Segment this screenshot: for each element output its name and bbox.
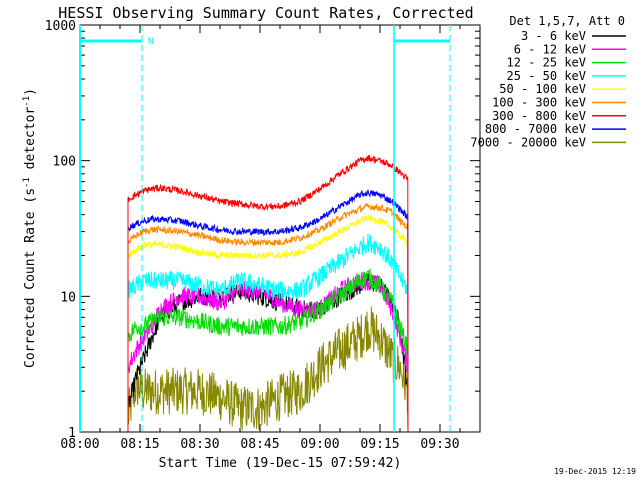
night-label: N: [148, 37, 153, 47]
legend-header: Det 1,5,7, Att 0: [509, 14, 625, 28]
legend-label: 12 - 25 keV: [507, 56, 586, 70]
x-tick-label: 09:15: [360, 437, 399, 452]
legend-label: 800 - 7000 keV: [485, 122, 586, 136]
legend-label: 50 - 100 keV: [499, 82, 586, 96]
y-axis-label-close: ): [23, 88, 38, 96]
legend-label: 25 - 50 keV: [507, 69, 586, 83]
x-tick-label: 08:00: [60, 437, 99, 452]
series-line-8: [127, 306, 409, 432]
y-axis-label-exp2: -1: [22, 96, 32, 107]
x-tick-label: 08:45: [240, 437, 279, 452]
annotations: N: [79, 25, 451, 432]
x-tick-label: 09:00: [300, 437, 339, 452]
y-axis-label-main: Corrected Count Rate (s: [23, 188, 38, 368]
legend-label: 100 - 300 keV: [492, 96, 586, 110]
y-tick-label: 10: [60, 290, 76, 305]
y-tick-label: 1: [68, 426, 76, 441]
series-line-6: [127, 155, 409, 432]
legend-label: 6 - 12 keV: [514, 42, 586, 56]
legend-label: 7000 - 20000 keV: [470, 135, 586, 149]
x-tick-label: 09:30: [420, 437, 459, 452]
y-axis-label: Corrected Count Rate (s-1 detector-1): [22, 88, 38, 368]
y-tick-label: 1000: [45, 19, 76, 34]
y-tick-label: 100: [53, 155, 76, 170]
chart-title: HESSI Observing Summary Count Rates, Cor…: [58, 4, 473, 22]
series-line-4: [127, 213, 409, 432]
series-line-2: [127, 268, 409, 432]
x-tick-label: 08:15: [120, 437, 159, 452]
legend-label: 3 - 6 keV: [521, 29, 586, 43]
series-line-5: [127, 202, 409, 432]
x-tick-label: 08:30: [180, 437, 219, 452]
footer-timestamp: 19-Dec-2015 12:19: [554, 467, 636, 476]
series-line-7: [127, 189, 409, 432]
y-axis-label-detector: detector: [23, 107, 38, 178]
legend-label: 300 - 800 keV: [492, 109, 586, 123]
y-axis-label-exp1: -1: [22, 177, 32, 188]
series-line-0: [127, 273, 409, 432]
axis-ticks: 08:00 08:15 08:30 08:45 09:00 09:15 09:30 1 10 10…: [45, 19, 481, 452]
series-line-3: [127, 233, 409, 432]
x-axis-label: Start Time (19-Dec-15 07:59:42): [159, 456, 402, 471]
series-group: [127, 155, 409, 432]
